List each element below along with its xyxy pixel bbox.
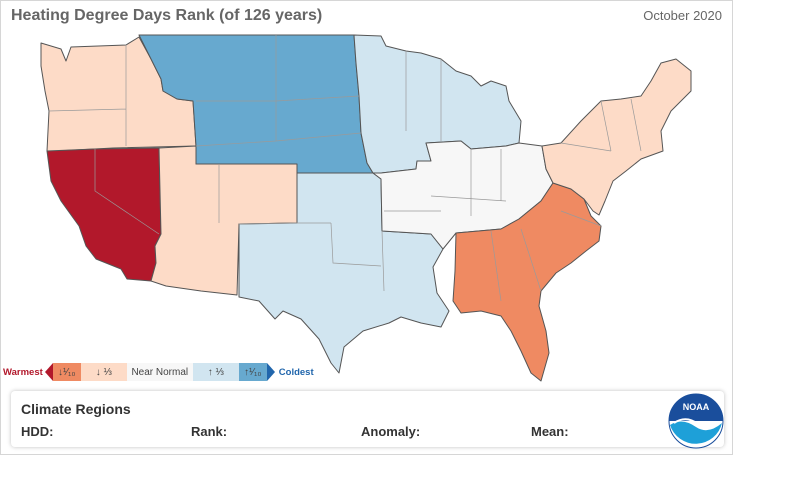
legend-coldest-label: Coldest bbox=[278, 366, 314, 378]
legend-cold-arrow-icon bbox=[266, 363, 275, 381]
region-west[interactable] bbox=[46, 147, 162, 282]
hdd-label: HDD: bbox=[21, 424, 54, 439]
noaa-logo-icon: NOAA bbox=[668, 393, 724, 449]
state-boundaries bbox=[48, 35, 642, 302]
legend-warmest-label: Warmest bbox=[3, 366, 43, 378]
map-legend: Warmest ↓¹⁄₁₀ ↓ ⅓ Near Normal ↑ ⅓ ↑¹⁄₁₀ … bbox=[3, 363, 314, 381]
legend-warm-arrow-icon bbox=[44, 363, 53, 381]
noaa-logo-text: NOAA bbox=[683, 402, 710, 412]
legend-bin-warmer: ↓ ⅓ bbox=[80, 363, 127, 381]
legend-bin-colder: ↑ ⅓ bbox=[192, 363, 239, 381]
info-panel-title: Climate Regions bbox=[21, 401, 131, 417]
climate-regions-info-panel: Climate Regions HDD: Rank: Anomaly: Mean… bbox=[11, 391, 724, 447]
mean-label: Mean: bbox=[531, 424, 569, 439]
map-frame: Heating Degree Days Rank (of 126 years) … bbox=[0, 0, 733, 455]
rank-label: Rank: bbox=[191, 424, 228, 439]
legend-bin-much-colder: ↑¹⁄₁₀ bbox=[238, 363, 267, 381]
legend-bin-much-warmer: ↓¹⁄₁₀ bbox=[52, 363, 81, 381]
anomaly-label: Anomaly: bbox=[361, 424, 421, 439]
map-period: October 2020 bbox=[643, 8, 722, 23]
map-title: Heating Degree Days Rank (of 126 years) bbox=[11, 7, 323, 24]
legend-bin-near-normal: Near Normal bbox=[126, 363, 193, 381]
us-climate-regions-map bbox=[40, 34, 692, 382]
region-northeast[interactable] bbox=[541, 58, 692, 216]
